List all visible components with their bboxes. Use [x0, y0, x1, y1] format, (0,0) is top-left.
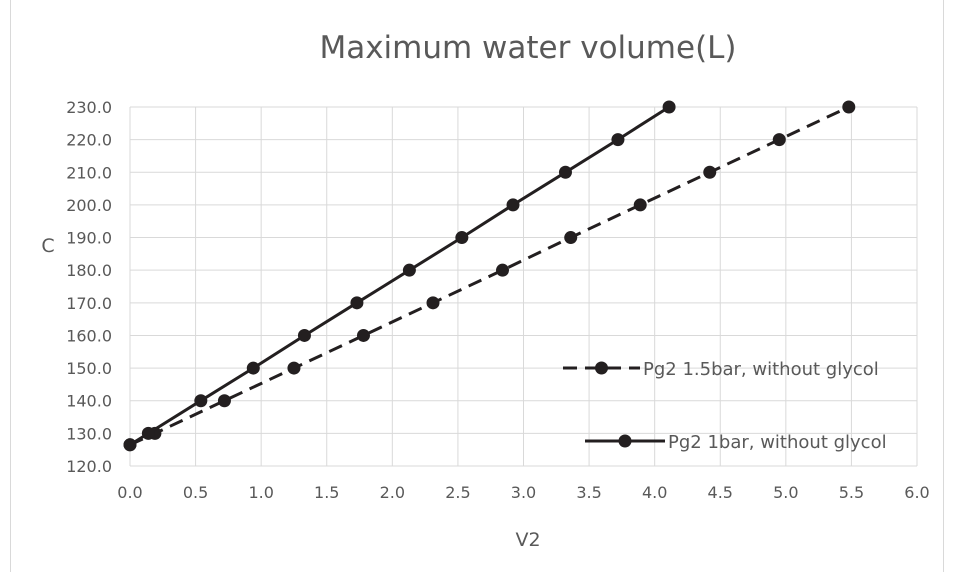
legend: Pg2 1.5bar, without glycol Pg2 1bar, with…	[563, 359, 887, 453]
x-tick-label: 1.0	[248, 483, 273, 502]
data-point	[496, 263, 510, 277]
y-tick-label: 140.0	[66, 392, 112, 411]
y-tick-label: 130.0	[66, 424, 112, 443]
data-point	[123, 438, 137, 452]
y-tick-label: 170.0	[66, 294, 112, 313]
x-tick-label: 2.5	[445, 483, 470, 502]
x-tick-label: 0.0	[117, 483, 142, 502]
y-tick-label: 210.0	[66, 163, 112, 182]
legend-label-1: Pg2 1.5bar, without glycol	[643, 359, 879, 380]
data-point	[350, 296, 364, 310]
x-tick-label: 5.5	[839, 483, 864, 502]
y-tick-label: 200.0	[66, 196, 112, 215]
data-point	[633, 198, 647, 212]
x-axis-title: V2	[515, 529, 540, 551]
x-tick-label: 0.5	[183, 483, 208, 502]
data-point	[558, 165, 572, 179]
data-point	[246, 361, 260, 375]
x-tick-label: 6.0	[904, 483, 929, 502]
y-tick-label: 160.0	[66, 326, 112, 345]
data-point	[662, 100, 676, 114]
x-tick-label: 3.5	[576, 483, 601, 502]
series-line-2	[129, 105, 670, 447]
x-tick-label: 5.0	[773, 483, 798, 502]
y-tick-label: 120.0	[66, 457, 112, 476]
x-tick-label: 2.0	[380, 483, 405, 502]
y-axis-title: C	[41, 235, 54, 257]
x-tick-label: 4.0	[642, 483, 667, 502]
data-point	[194, 394, 208, 408]
legend-marker-2	[618, 434, 632, 448]
data-point	[141, 426, 155, 440]
data-point	[506, 198, 520, 212]
data-point	[772, 133, 786, 147]
data-point	[356, 328, 370, 342]
x-tick-label: 1.5	[314, 483, 339, 502]
y-tick-label: 230.0	[66, 98, 112, 117]
data-point	[703, 165, 717, 179]
data-point	[287, 361, 301, 375]
legend-marker-1	[595, 361, 608, 375]
legend-label-2: Pg2 1bar, without glycol	[668, 432, 887, 453]
x-tick-label: 3.0	[511, 483, 536, 502]
x-tick-labels: 0.0 0.5 1.0 1.5 2.0 2.5 3.0 3.5 4.0 4.5 5.0 5.5 6.0	[117, 483, 929, 502]
data-point	[611, 133, 625, 147]
y-tick-label: 150.0	[66, 359, 112, 378]
x-tick-label: 4.5	[708, 483, 733, 502]
data-point	[842, 100, 856, 114]
chart-title: Maximum water volume(L)	[319, 30, 736, 66]
series-line-1	[129, 105, 850, 447]
data-point	[455, 231, 469, 245]
data-point	[426, 296, 440, 310]
y-tick-label: 220.0	[66, 131, 112, 150]
y-tick-labels: 120.0 130.0 140.0 150.0 160.0 170.0 180.0 190.0…	[66, 98, 112, 476]
data-point	[217, 394, 231, 408]
y-tick-label: 190.0	[66, 229, 112, 248]
grid-lines	[129, 106, 918, 467]
data-point	[297, 328, 311, 342]
data-point	[402, 263, 416, 277]
y-tick-label: 180.0	[66, 261, 112, 280]
chart-frame	[10, 0, 944, 572]
data-point	[564, 231, 578, 245]
series-group	[123, 100, 856, 452]
